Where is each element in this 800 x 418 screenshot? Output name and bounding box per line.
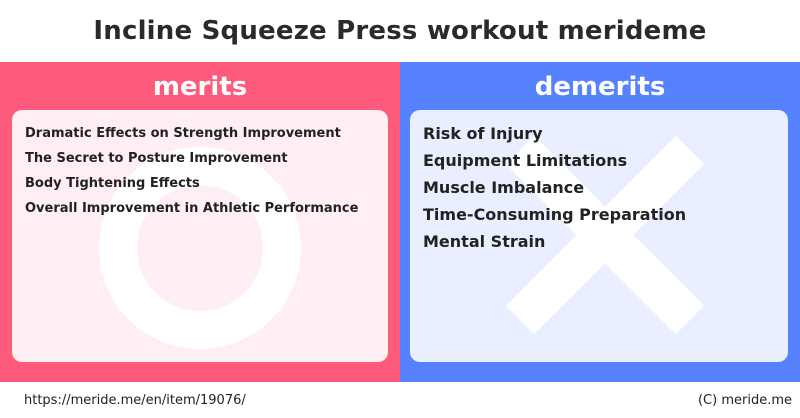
demerit-item: Equipment Limitations xyxy=(423,151,628,170)
merits-card: Dramatic Effects on Strength Improvement… xyxy=(12,110,388,362)
demerits-heading: demerits xyxy=(534,72,666,102)
merit-item: Overall Improvement in Athletic Performa… xyxy=(25,201,359,216)
demerits-panel: demerits Risk of Injury Equipment Limita… xyxy=(400,62,800,382)
demerit-item: Mental Strain xyxy=(423,232,546,251)
demerit-item: Muscle Imbalance xyxy=(423,178,585,197)
footer: https://meride.me/en/item/19076/ (C) mer… xyxy=(0,382,800,418)
page-title: Incline Squeeze Press workout merideme xyxy=(93,16,707,46)
merit-item: Dramatic Effects on Strength Improvement xyxy=(25,126,341,141)
demerits-card: Risk of Injury Equipment Limitations Mus… xyxy=(410,110,788,362)
merit-item: Body Tightening Effects xyxy=(25,176,200,191)
circle-icon xyxy=(99,147,301,349)
demerit-item: Risk of Injury xyxy=(423,124,543,143)
merits-panel: merits Dramatic Effects on Strength Impr… xyxy=(0,62,400,382)
merits-heading: merits xyxy=(152,72,248,102)
merit-item: The Secret to Posture Improvement xyxy=(25,151,288,166)
cross-icon xyxy=(505,135,705,335)
demerits-list: Risk of Injury Equipment Limitations Mus… xyxy=(423,124,686,259)
copyright-text: (C) meride.me xyxy=(697,392,792,408)
source-url-link[interactable]: https://meride.me/en/item/19076/ xyxy=(24,392,246,408)
merits-list: Dramatic Effects on Strength Improvement… xyxy=(25,126,358,226)
demerit-item: Time-Consuming Preparation xyxy=(423,205,687,224)
